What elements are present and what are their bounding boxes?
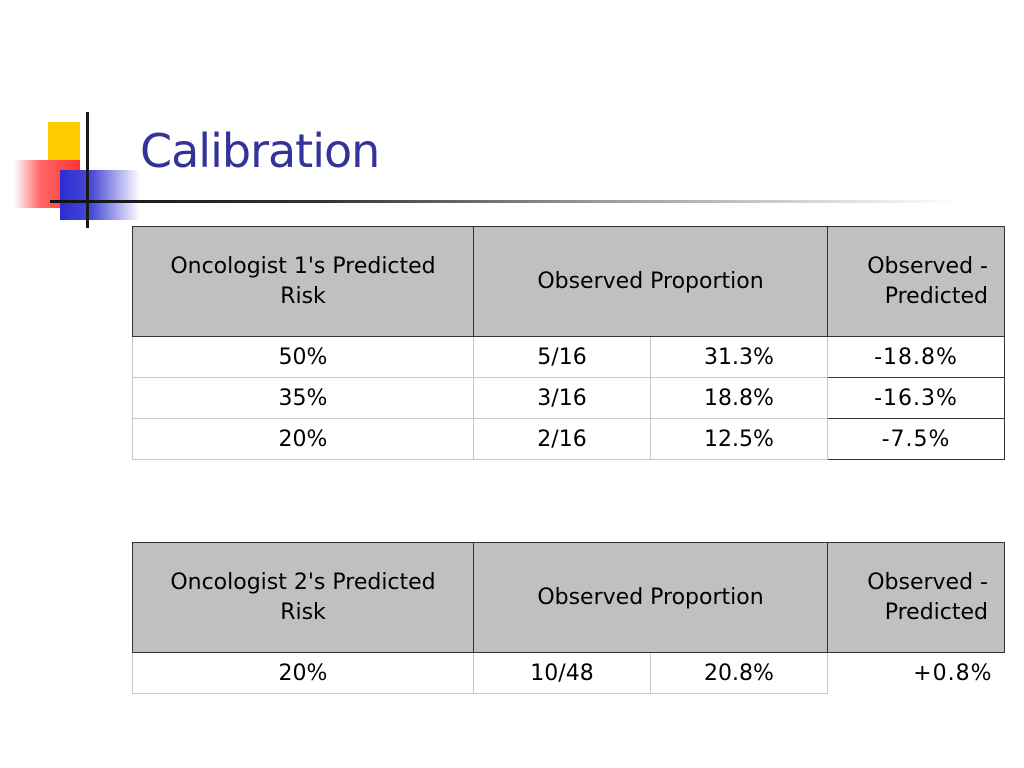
table-row: 20% 2/16 12.5% -7.5% [132, 418, 1005, 460]
header-observed-proportion: Observed Proportion [473, 542, 828, 653]
cell-difference: -18.8% [827, 336, 1005, 378]
calibration-table-oncologist-2: Oncologist 2's Predicted Risk Observed P… [132, 542, 1005, 694]
cell-predicted: 20% [132, 652, 474, 694]
header-predicted-risk: Oncologist 2's Predicted Risk [132, 542, 474, 653]
table-header-row: Oncologist 1's Predicted Risk Observed P… [132, 226, 1005, 337]
cell-percent: 12.5% [650, 418, 828, 460]
header-predicted-risk: Oncologist 1's Predicted Risk [132, 226, 474, 337]
cell-difference: -16.3% [827, 377, 1005, 419]
cell-predicted: 20% [132, 418, 474, 460]
header-observed-proportion: Observed Proportion [473, 226, 828, 337]
table-header-row: Oncologist 2's Predicted Risk Observed P… [132, 542, 1005, 653]
logo-blue-square [60, 170, 140, 220]
slide-title: Calibration [140, 124, 380, 178]
cell-fraction: 2/16 [473, 418, 651, 460]
cell-fraction: 3/16 [473, 377, 651, 419]
cell-predicted: 35% [132, 377, 474, 419]
cell-percent: 20.8% [650, 652, 828, 694]
cell-percent: 31.3% [650, 336, 828, 378]
title-underline [50, 200, 960, 203]
cell-difference: +0.8% [913, 660, 993, 686]
header-observed-minus-predicted: Observed - Predicted [827, 542, 1005, 653]
cell-fraction: 10/48 [473, 652, 651, 694]
table-row: 20% 10/48 20.8% +0.8% [132, 652, 1005, 694]
table-row: 50% 5/16 31.3% -18.8% [132, 336, 1005, 378]
calibration-table-oncologist-1: Oncologist 1's Predicted Risk Observed P… [132, 226, 1005, 460]
cell-predicted: 50% [132, 336, 474, 378]
table-row: 35% 3/16 18.8% -16.3% [132, 377, 1005, 419]
cell-fraction: 5/16 [473, 336, 651, 378]
logo-vertical-line [86, 112, 89, 228]
slide-logo-decoration [0, 0, 140, 240]
cell-difference: -7.5% [827, 418, 1005, 460]
cell-percent: 18.8% [650, 377, 828, 419]
header-observed-minus-predicted: Observed - Predicted [827, 226, 1005, 337]
